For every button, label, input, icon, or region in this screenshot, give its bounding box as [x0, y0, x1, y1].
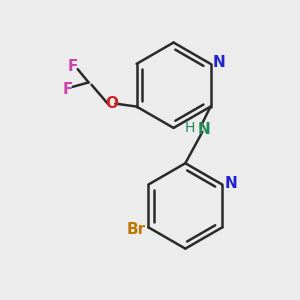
Text: Br: Br	[126, 222, 146, 237]
Text: N: N	[224, 176, 237, 190]
Text: N: N	[212, 55, 225, 70]
Text: N: N	[197, 122, 210, 136]
Text: F: F	[67, 59, 78, 74]
Text: O: O	[105, 96, 118, 111]
Text: H: H	[185, 121, 195, 134]
Text: F: F	[62, 82, 73, 97]
